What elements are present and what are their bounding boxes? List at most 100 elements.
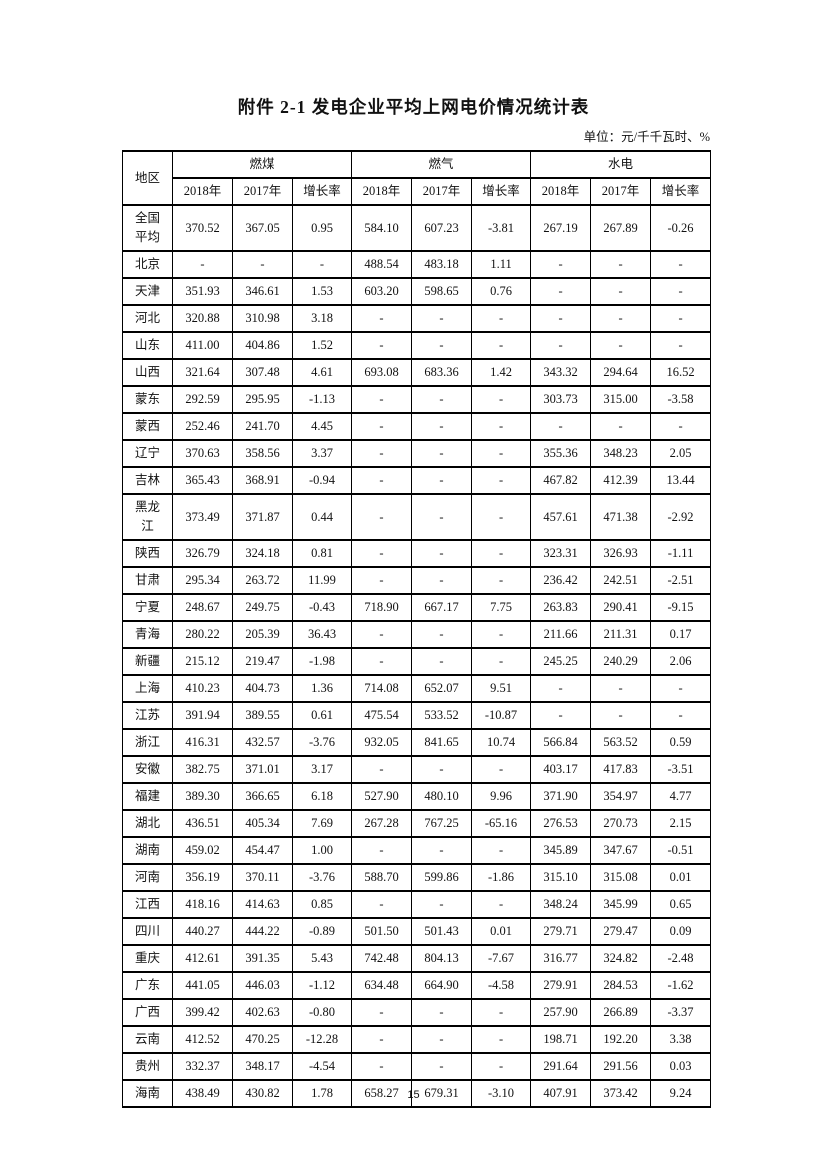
value-cell: - <box>530 701 592 730</box>
value-cell: 407.91 <box>530 1079 592 1108</box>
value-cell: 292.59 <box>172 385 233 414</box>
value-cell: - <box>351 539 413 568</box>
region-cell: 北京 <box>122 250 173 279</box>
col-header-0-1: 2017年 <box>232 177 293 206</box>
value-cell: - <box>351 566 413 595</box>
value-cell: 402.63 <box>232 998 293 1027</box>
table-row: 新疆 215.12 219.47 -1.98- - -245.25 240.29 2.06 <box>122 647 712 676</box>
value-cell: - <box>471 998 532 1027</box>
value-cell: - <box>590 304 652 333</box>
table-row: 湖南 459.02 454.47 1.00- - -345.89 347.67 -0.51 <box>122 836 712 865</box>
value-cell: 533.52 <box>411 701 473 730</box>
value-cell: - <box>172 250 233 279</box>
value-cell: 501.43 <box>411 917 473 946</box>
value-cell: 9.96 <box>471 782 532 811</box>
value-cell: - <box>351 466 413 495</box>
table-row: 海南 438.49 430.82 1.78 658.27 679.31 -3.10 407.9… <box>122 1079 712 1108</box>
value-cell: 370.11 <box>232 863 293 892</box>
region-cell: 福建 <box>122 782 173 811</box>
value-cell: - <box>291 250 353 279</box>
value-cell: - <box>471 755 532 784</box>
value-cell: 5.43 <box>291 944 353 973</box>
value-cell: 356.19 <box>172 863 233 892</box>
value-cell: - <box>411 1025 473 1054</box>
table-row: 福建 389.30 366.65 6.18 527.90 480.10 9.96 371.90… <box>122 782 712 811</box>
value-cell: 295.34 <box>172 566 233 595</box>
value-cell: 1.36 <box>291 674 353 703</box>
value-cell: 279.91 <box>530 971 592 1000</box>
value-cell: 9.24 <box>650 1079 712 1108</box>
value-cell: - <box>590 331 652 360</box>
value-cell: 410.23 <box>172 674 233 703</box>
value-cell: 315.00 <box>590 385 652 414</box>
value-cell: -9.15 <box>650 593 712 622</box>
value-cell: 767.25 <box>411 809 473 838</box>
value-cell: - <box>411 755 473 784</box>
value-cell: 389.30 <box>172 782 233 811</box>
value-cell: 0.59 <box>650 728 712 757</box>
table-row: 蒙东 292.59 295.95 -1.13- - -303.73 315.00 -3.58 <box>122 385 712 414</box>
value-cell: 263.72 <box>232 566 293 595</box>
value-cell: 412.61 <box>172 944 233 973</box>
table-row: 湖北 436.51 405.34 7.69 267.28 767.25 -65.16 276.… <box>122 809 712 838</box>
value-cell: -0.43 <box>291 593 353 622</box>
value-cell: - <box>351 647 413 676</box>
value-cell: - <box>471 1052 532 1081</box>
value-cell: 0.01 <box>650 863 712 892</box>
value-cell: - <box>471 412 532 441</box>
value-cell: - <box>650 412 712 441</box>
value-cell: 10.74 <box>471 728 532 757</box>
region-cell: 广西 <box>122 998 173 1027</box>
region-cell: 四川 <box>122 917 173 946</box>
value-cell: 664.90 <box>411 971 473 1000</box>
value-cell: - <box>471 385 532 414</box>
region-cell: 湖北 <box>122 809 173 838</box>
value-cell: - <box>411 836 473 865</box>
value-cell: - <box>471 836 532 865</box>
value-cell: 1.52 <box>291 331 353 360</box>
region-cell: 河北 <box>122 304 173 333</box>
value-cell: 714.08 <box>351 674 413 703</box>
value-cell: - <box>351 836 413 865</box>
value-cell: 3.17 <box>291 755 353 784</box>
value-cell: - <box>590 412 652 441</box>
value-cell: 371.01 <box>232 755 293 784</box>
table-row: 黑龙 江 373.49 371.87 0.44- - -457.61 471.38 -2.92 <box>122 493 712 541</box>
table-row: 广西 399.42 402.63 -0.80- - -257.90 266.89 -3.37 <box>122 998 712 1027</box>
value-cell: - <box>351 755 413 784</box>
value-cell: 2.15 <box>650 809 712 838</box>
value-cell: 211.66 <box>530 620 592 649</box>
value-cell: 742.48 <box>351 944 413 973</box>
value-cell: 215.12 <box>172 647 233 676</box>
value-cell: 454.47 <box>232 836 293 865</box>
value-cell: 436.51 <box>172 809 233 838</box>
value-cell: 198.71 <box>530 1025 592 1054</box>
value-cell: - <box>530 412 592 441</box>
value-cell: -3.37 <box>650 998 712 1027</box>
value-cell: 411.00 <box>172 331 233 360</box>
value-cell: 693.08 <box>351 358 413 387</box>
page-number: 15 <box>407 1089 420 1101</box>
value-cell: 2.06 <box>650 647 712 676</box>
value-cell: - <box>411 493 473 541</box>
unit-label: 单位：元/千千瓦时、% <box>583 130 710 144</box>
value-cell: - <box>351 890 413 919</box>
header-year-row: 2018年 2017年 增长率 2018年 2017年 增长率 2018年 2017年 增长率 <box>123 177 712 206</box>
value-cell: 348.23 <box>590 439 652 468</box>
value-cell: 370.63 <box>172 439 233 468</box>
col-header-1-0: 2018年 <box>351 177 413 206</box>
value-cell: 3.37 <box>291 439 353 468</box>
value-cell: 414.63 <box>232 890 293 919</box>
value-cell: 0.61 <box>291 701 353 730</box>
value-cell: -0.51 <box>650 836 712 865</box>
value-cell: 599.86 <box>411 863 473 892</box>
value-cell: - <box>471 647 532 676</box>
value-cell: 290.41 <box>590 593 652 622</box>
value-cell: 315.08 <box>590 863 652 892</box>
value-cell: 348.24 <box>530 890 592 919</box>
value-cell: 480.10 <box>411 782 473 811</box>
value-cell: -1.11 <box>650 539 712 568</box>
value-cell: 1.00 <box>291 836 353 865</box>
value-cell: 404.86 <box>232 331 293 360</box>
value-cell: 219.47 <box>232 647 293 676</box>
